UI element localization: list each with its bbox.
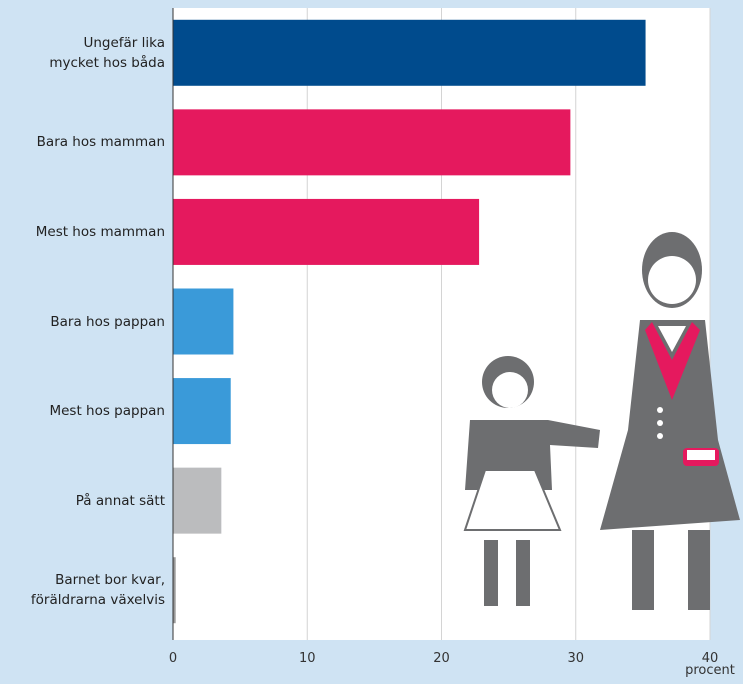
illustration <box>463 232 740 610</box>
x-tick-label: 40 <box>702 651 719 666</box>
bar <box>173 557 176 624</box>
bar <box>173 19 646 86</box>
bar <box>173 467 222 534</box>
y-tick-label: Ungefär lika mycket hos båda <box>49 34 165 71</box>
bar <box>173 198 480 265</box>
x-tick-label: 30 <box>567 651 584 666</box>
bar <box>173 109 571 176</box>
y-tick-label: På annat sätt <box>75 492 165 509</box>
x-tick-label: 10 <box>299 651 316 666</box>
y-tick-label: Mest hos mamman <box>35 223 165 240</box>
y-tick-label: Bara hos pappan <box>50 313 165 330</box>
bar <box>173 288 234 355</box>
x-axis-label: procent <box>685 663 735 678</box>
bar <box>173 378 231 445</box>
y-tick-label: Mest hos pappan <box>49 403 165 420</box>
x-tick-label: 20 <box>433 651 450 666</box>
x-tick-label: 0 <box>169 651 177 666</box>
y-tick-label: Barnet bor kvar, föräldrarna växelvis <box>30 572 165 609</box>
y-tick-label: Bara hos mamman <box>36 134 165 151</box>
